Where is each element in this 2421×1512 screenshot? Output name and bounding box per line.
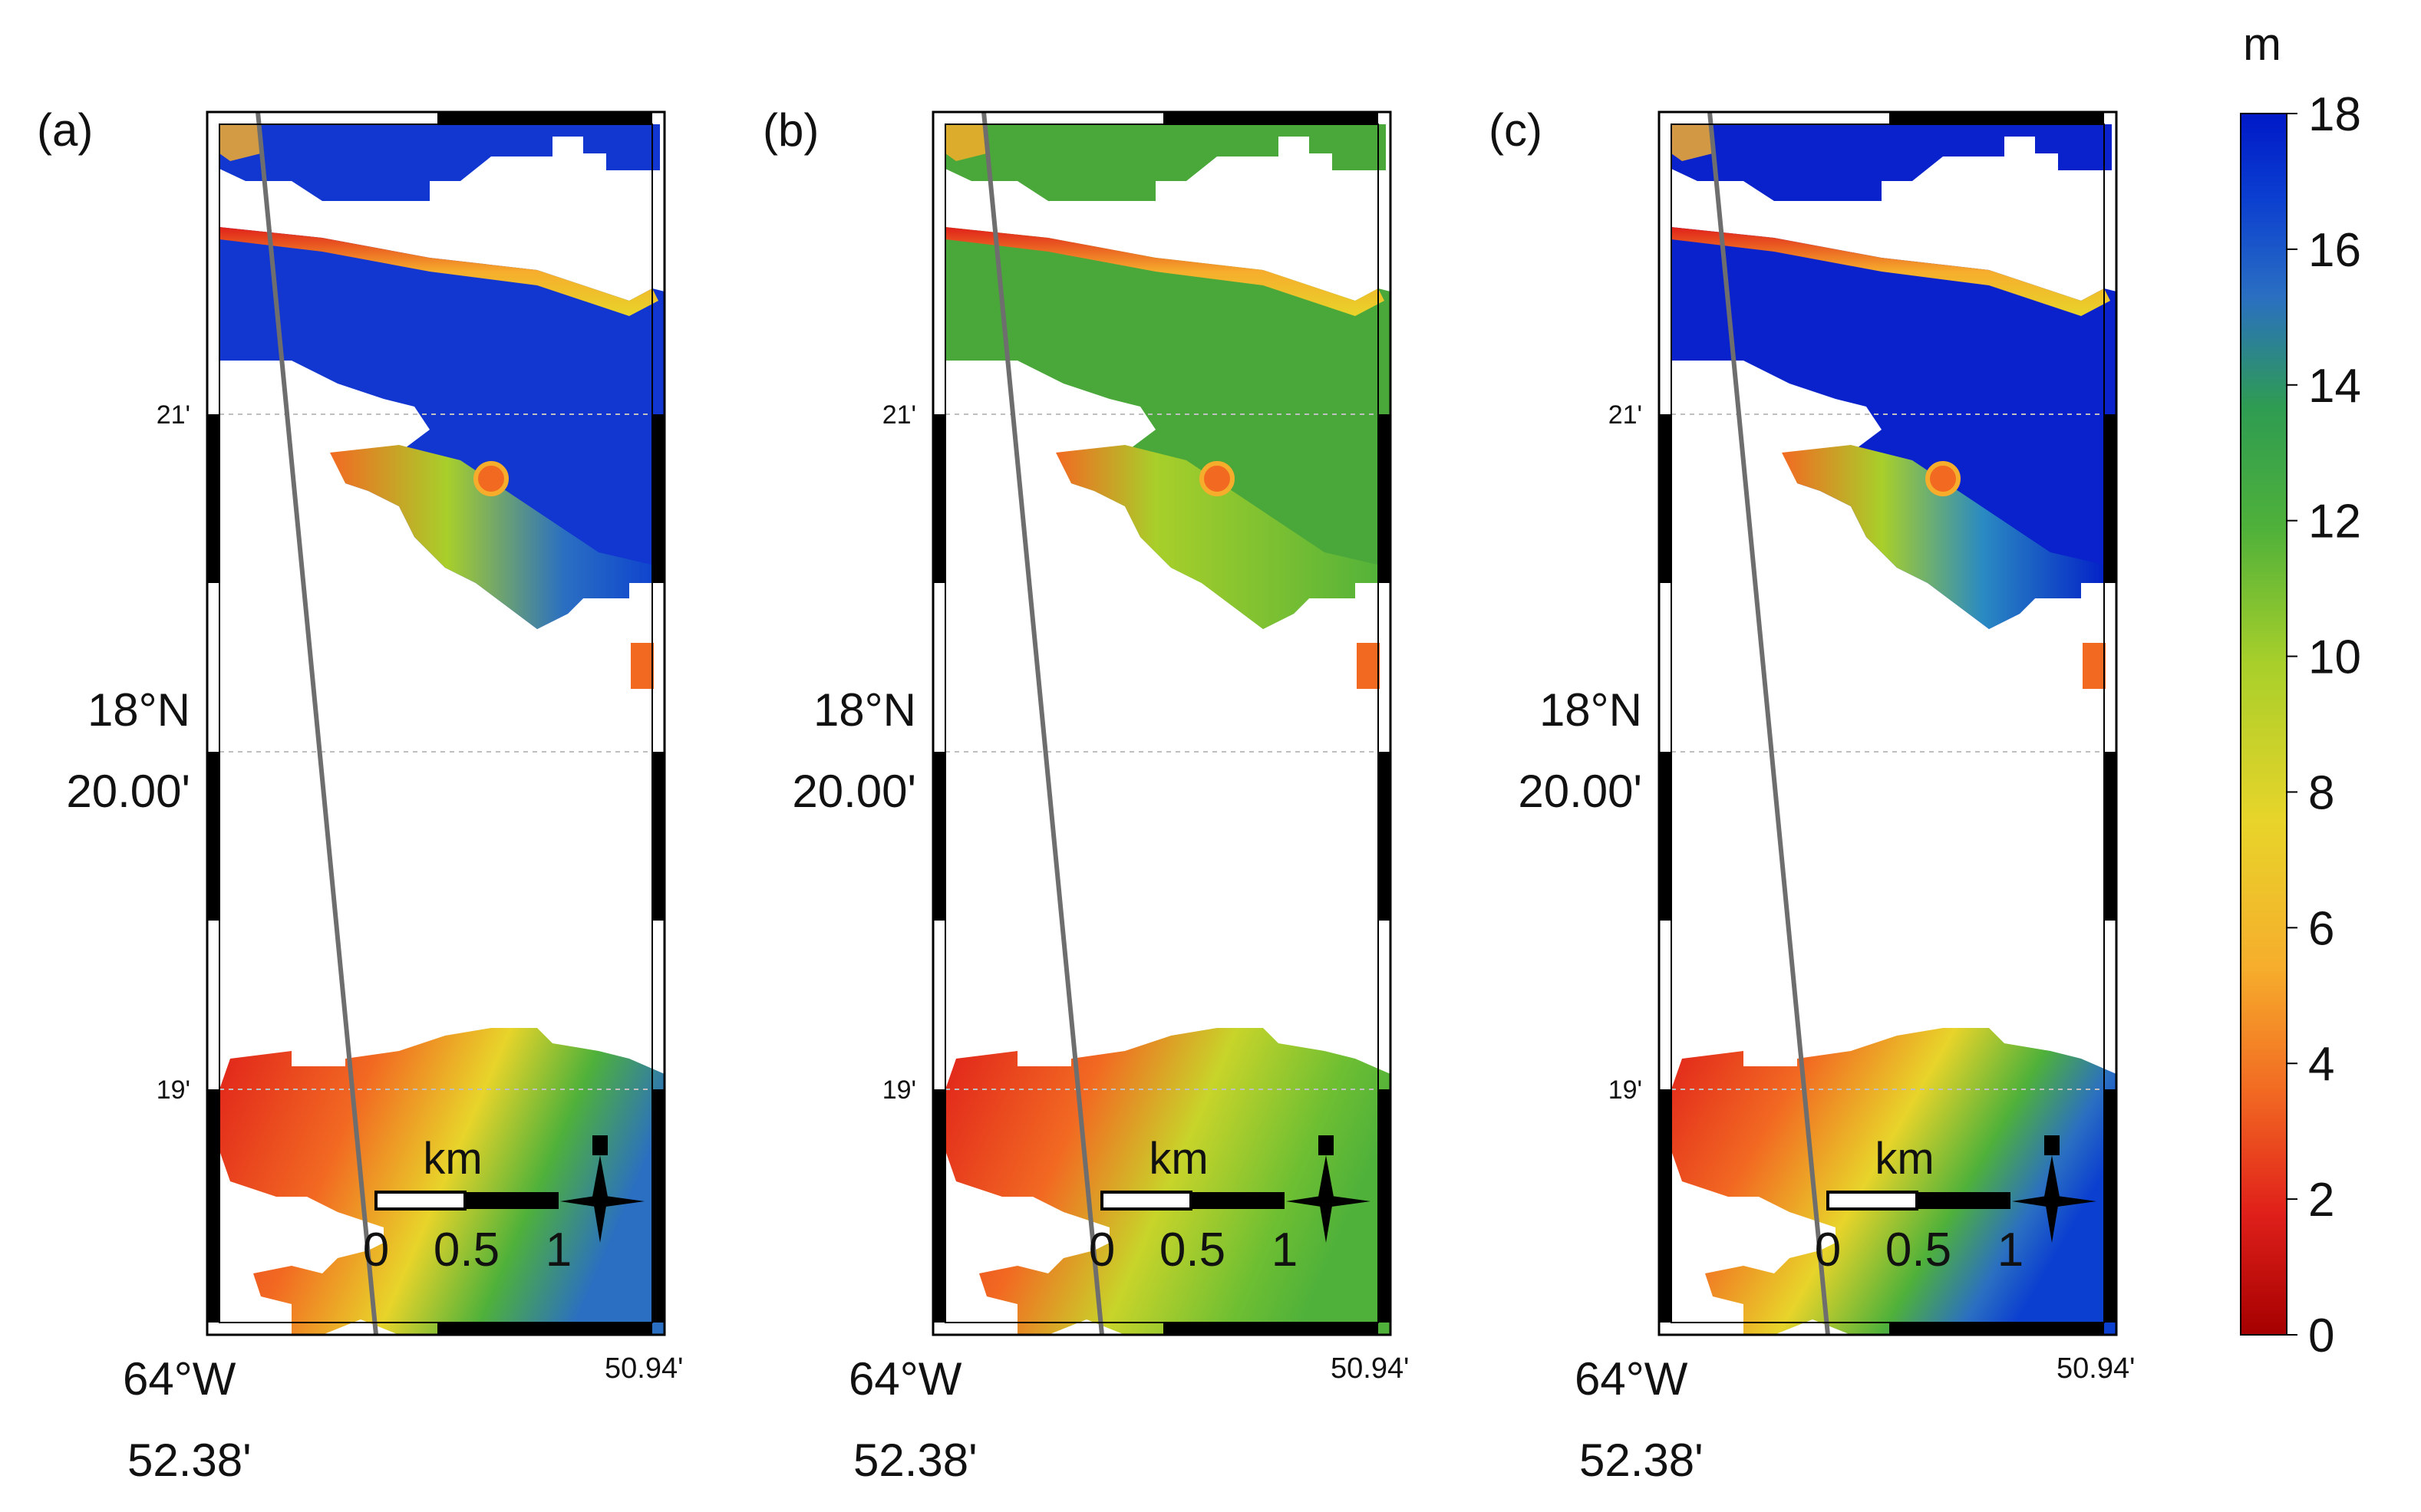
north-arrow-icon [1286,1135,1370,1243]
panel-label: (c) [1489,104,1542,156]
lat-label-degrees: 18°N [87,684,190,736]
scale-bar-unit: km [1149,1134,1208,1184]
colorbar-gradient [2240,113,2287,1336]
islet-marker [473,461,509,496]
lon-label-degrees: 64°W [849,1353,962,1405]
scale-bar-label-2: 0.5 [434,1224,500,1276]
satellite-track-line [256,111,378,1336]
colorbar-unit: m [2243,18,2281,70]
lon-label-minutes: 52.38' [853,1435,978,1486]
lat-tick-21: 21' [882,400,916,430]
map-panel-1: (a) 21' 18°N 20.00' 19' 64°W 52.38' 50.94' km 0 0.… [37,104,683,1486]
scale-bar-label-2: 0.5 [1159,1224,1225,1276]
colorbar-tick-label: 10 [2308,631,2361,684]
colorbar-tick-label: 4 [2308,1038,2334,1091]
north-water-strip [945,124,1386,201]
north-shallow-patch [945,124,987,161]
north-shallow-patch [1671,124,1713,161]
colorbar-tick-label: 16 [2308,224,2361,277]
scale-bar-label-3: 1 [546,1224,572,1276]
scale-bar-unit: km [1875,1134,1934,1184]
north-arrow-icon [2012,1135,2096,1243]
colorbar: m 18 16 14 12 10 8 6 4 2 0 [2240,18,2361,1362]
scale-bar-black-segment [465,1192,559,1209]
scale-bar-black-segment [1191,1192,1285,1209]
lat-tick-21: 21' [1608,400,1642,430]
scale-bar-label-1: 0 [1089,1224,1115,1276]
scale-bar-white-segment [374,1191,467,1211]
lat-tick-19: 19' [1608,1076,1642,1105]
lon-tick-right: 50.94' [1331,1352,1409,1385]
reef-crest-edge [1671,227,2110,316]
south-shallow-area [945,1028,1390,1335]
lon-label-degrees: 64°W [123,1353,236,1405]
east-shallow-fragment [1357,643,1380,689]
map-panel-3: (c) 21' 18°N 20.00' 19' 64°W 52.38' 50.94' km 0 0.… [1489,104,2135,1486]
north-shallow-patch [219,124,261,161]
scale-bar: km 0 0.5 1 [1089,1134,1298,1276]
lon-label-minutes: 52.38' [127,1435,252,1486]
lat-tick-19: 19' [882,1076,916,1105]
scale-bar-white-segment [1100,1191,1192,1211]
map-panel-2: (b) 21' 18°N 20.00' 19' 64°W 52.38' 50.94' km 0 0.… [763,104,1409,1486]
scale-bar-unit: km [423,1134,482,1184]
colorbar-tick-label: 2 [2308,1174,2334,1227]
lat-label-minutes: 20.00' [792,766,916,817]
colorbar-tick-label: 8 [2308,766,2334,819]
shoal-gradient-zone [1782,445,2116,629]
colorbar-tick-label: 14 [2308,360,2361,413]
south-shallow-area [1671,1028,2116,1335]
scale-bar-white-segment [1826,1191,1918,1211]
map-frame [1657,110,2118,1336]
east-shallow-fragment [631,643,654,689]
colorbar-tick-label: 6 [2308,902,2334,955]
lat-tick-19: 19' [157,1076,190,1105]
colorbar-tick-label: 0 [2308,1309,2334,1362]
lat-label-degrees: 18°N [1539,684,1642,736]
north-arrow-icon [560,1135,645,1243]
south-shallow-area [219,1028,665,1335]
islet-marker [1925,461,1961,496]
panel-label: (a) [37,104,93,156]
map-frame [206,110,666,1336]
lon-tick-right: 50.94' [605,1352,683,1385]
islet-marker [1199,461,1235,496]
scale-bar-black-segment [1917,1192,2010,1209]
shoal-gradient-zone [1056,445,1390,629]
colorbar-tick-label: 12 [2308,496,2361,548]
reef-crest-edge [945,227,1384,316]
satellite-track-line [1707,111,1830,1336]
colorbar-tick-label: 18 [2308,88,2361,141]
lat-tick-21: 21' [157,400,190,430]
lon-tick-right: 50.94' [2057,1352,2135,1385]
map-frame [932,110,1392,1336]
panel-label: (b) [763,104,819,156]
east-shallow-fragment [2083,643,2106,689]
scale-bar-label-2: 0.5 [1885,1224,1951,1276]
scale-bar-label-3: 1 [1997,1224,2024,1276]
north-water-strip [219,124,660,201]
scale-bar: km 0 0.5 1 [1815,1134,2024,1276]
scale-bar-label-1: 0 [1815,1224,1841,1276]
lon-label-degrees: 64°W [1575,1353,1688,1405]
lon-label-minutes: 52.38' [1579,1435,1704,1486]
lat-label-minutes: 20.00' [66,766,190,817]
scale-bar-label-3: 1 [1272,1224,1298,1276]
reef-crest-edge [219,227,658,316]
scale-bar-label-1: 0 [363,1224,389,1276]
lat-label-degrees: 18°N [813,684,916,736]
scale-bar: km 0 0.5 1 [363,1134,572,1276]
shoal-gradient-zone [330,445,665,629]
lat-label-minutes: 20.00' [1518,766,1642,817]
satellite-track-line [981,111,1104,1336]
north-water-strip [1671,124,2112,201]
